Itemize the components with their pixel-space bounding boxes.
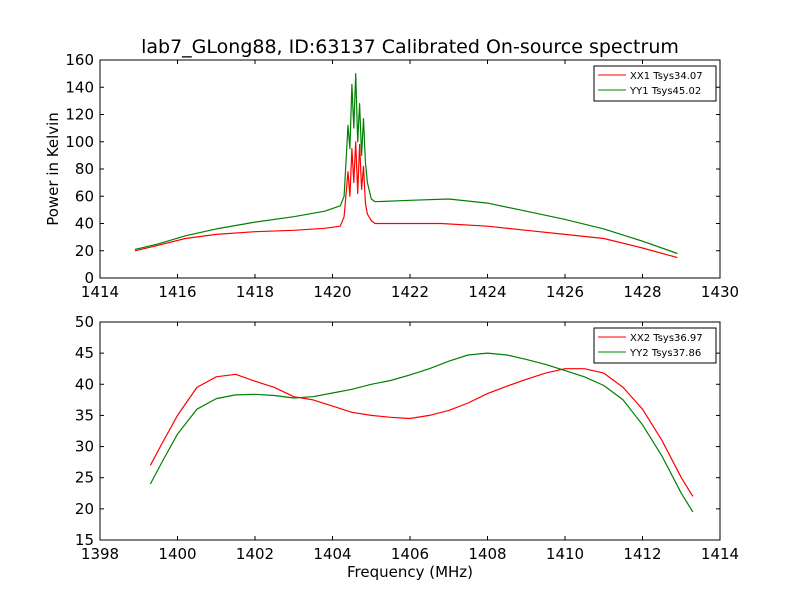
y-tick-label: 0: [84, 269, 94, 287]
y-tick-label: 25: [75, 469, 94, 487]
y-tick-label: 20: [75, 500, 94, 518]
y-tick-label: 160: [65, 51, 94, 69]
top-y-axis-label: Power in Kelvin: [44, 112, 62, 226]
y-tick-label: 40: [75, 375, 94, 393]
y-tick-label: 20: [75, 242, 94, 260]
x-tick-label: 1414: [701, 545, 739, 563]
x-tick-label: 1422: [391, 283, 429, 301]
x-tick-label: 1414: [81, 283, 119, 301]
series-line-xx1: [134, 141, 678, 259]
x-tick-label: 1426: [546, 283, 584, 301]
top-legend-label-yy1: YY1 Tsys45.02: [629, 86, 701, 97]
y-tick-label: 60: [75, 187, 94, 205]
bottom-series-lines: [149, 352, 694, 513]
top-spectrum-plot: 1414 1416 1418 1420 1422 1424 1426 1428 1430 0 20 4…: [44, 51, 739, 301]
bottom-ticks: 1398 1400 1402 1404 1406 1408 1410 1412 1414 15 20…: [75, 313, 739, 563]
x-tick-label: 1418: [236, 283, 274, 301]
x-tick-label: 1428: [623, 283, 661, 301]
x-tick-label: 1398: [81, 545, 119, 563]
x-tick-label: 1406: [391, 545, 429, 563]
y-tick-label: 50: [75, 313, 94, 331]
y-tick-label: 80: [75, 160, 94, 178]
x-tick-label: 1416: [158, 283, 196, 301]
y-tick-label: 100: [65, 133, 94, 151]
series-line-yy1: [134, 72, 678, 255]
bottom-legend: XX2 Tsys36.97 YY2 Tsys37.86: [593, 327, 717, 364]
y-tick-label: 35: [75, 406, 94, 424]
top-legend-label-xx1: XX1 Tsys34.07: [630, 71, 703, 82]
series-line-yy2: [149, 352, 694, 513]
y-tick-label: 140: [65, 78, 94, 96]
bottom-legend-label-yy2: YY2 Tsys37.86: [629, 348, 701, 359]
bottom-legend-label-xx2: XX2 Tsys36.97: [630, 333, 703, 344]
x-tick-label: 1430: [701, 283, 739, 301]
y-tick-label: 40: [75, 215, 94, 233]
y-tick-label: 45: [75, 344, 94, 362]
x-tick-label: 1424: [468, 283, 506, 301]
bottom-axes-frame: [99, 321, 721, 541]
y-tick-label: 120: [65, 106, 94, 124]
series-line-xx2: [149, 368, 694, 497]
top-series-lines: [134, 72, 678, 259]
y-tick-label: 30: [75, 438, 94, 456]
bottom-x-axis-label: Frequency (MHz): [347, 563, 473, 581]
x-tick-label: 1412: [623, 545, 661, 563]
top-ticks: 1414 1416 1418 1420 1422 1424 1426 1428 1430 0 20 4…: [65, 51, 739, 301]
figure-title: lab7_GLong88, ID:63137 Calibrated On-sou…: [141, 36, 679, 58]
x-tick-label: 1410: [546, 545, 584, 563]
bottom-spectrum-plot: 1398 1400 1402 1404 1406 1408 1410 1412 1414 15 20…: [75, 313, 739, 581]
bottom-legend-box: [593, 327, 717, 364]
top-legend-box: [593, 65, 717, 102]
x-tick-label: 1408: [468, 545, 506, 563]
x-tick-label: 1420: [313, 283, 351, 301]
top-legend: XX1 Tsys34.07 YY1 Tsys45.02: [593, 65, 717, 102]
x-tick-label: 1404: [313, 545, 351, 563]
top-axes-frame: [99, 59, 721, 279]
x-tick-label: 1400: [158, 545, 196, 563]
y-tick-label: 15: [75, 531, 94, 549]
x-tick-label: 1402: [236, 545, 274, 563]
